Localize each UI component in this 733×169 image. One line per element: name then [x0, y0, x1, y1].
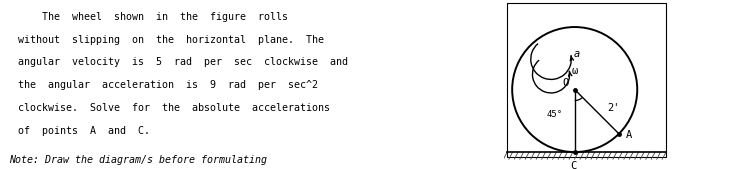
Text: the  angular  acceleration  is  9  rad  per  sec^2: the angular acceleration is 9 rad per se…	[18, 80, 317, 90]
Text: clockwise.  Solve  for  the  absolute  accelerations: clockwise. Solve for the absolute accele…	[18, 103, 330, 113]
Text: O: O	[562, 78, 569, 88]
Text: C: C	[570, 161, 576, 169]
Text: ω: ω	[572, 66, 578, 76]
Text: angular  velocity  is  5  rad  per  sec  clockwise  and: angular velocity is 5 rad per sec clockw…	[18, 57, 347, 67]
Text: of  points  A  and  C.: of points A and C.	[18, 126, 150, 136]
Text: 45°: 45°	[547, 110, 563, 119]
Text: A: A	[626, 130, 632, 140]
Text: 2': 2'	[607, 103, 619, 113]
Text: The  wheel  shown  in  the  figure  rolls: The wheel shown in the figure rolls	[18, 12, 288, 22]
Text: Note: Draw the diagram/s before formulating: Note: Draw the diagram/s before formulat…	[9, 155, 267, 165]
Text: a: a	[573, 49, 580, 59]
Text: without  slipping  on  the  horizontal  plane.  The: without slipping on the horizontal plane…	[18, 35, 324, 45]
